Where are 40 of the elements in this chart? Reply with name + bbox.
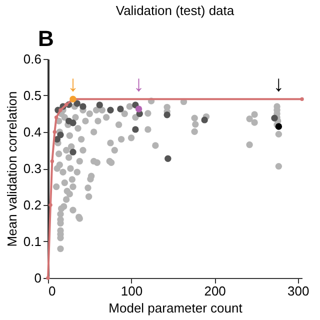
annotation: ↓ xyxy=(133,71,144,96)
text: B xyxy=(38,26,54,51)
annotation: ↓ xyxy=(273,71,284,96)
y-tick-label: 0.1 xyxy=(23,234,42,249)
point xyxy=(57,132,64,138)
point xyxy=(201,116,208,124)
y-tick-label: 0.5 xyxy=(23,88,42,103)
point xyxy=(135,106,142,112)
y-tick-label: 0.3 xyxy=(23,161,42,176)
x-tick-label: 100 xyxy=(120,284,143,298)
y-tick-label: 0.4 xyxy=(23,124,42,140)
point xyxy=(107,106,114,114)
y-axis-title: Mean validation correlation xyxy=(4,91,20,247)
x-tick-label: 200 xyxy=(204,284,226,298)
annotation: ↓ xyxy=(67,71,78,96)
point xyxy=(117,106,124,112)
point xyxy=(50,159,54,164)
point xyxy=(65,118,72,124)
point xyxy=(164,155,172,162)
point xyxy=(300,97,304,102)
point xyxy=(54,116,58,120)
y-tick-label: 0.2 xyxy=(23,198,42,212)
point xyxy=(46,276,50,280)
point xyxy=(271,114,278,122)
point xyxy=(52,130,57,134)
point xyxy=(80,103,86,110)
y-tick-label: 0.6 xyxy=(23,52,42,66)
point xyxy=(74,100,80,107)
chart-title: Validation (test) data xyxy=(116,3,235,18)
point xyxy=(96,102,103,108)
y-tick-label: 0 xyxy=(34,270,42,286)
x-tick-label: 0 xyxy=(48,284,56,298)
x-axis-title: Model parameter count xyxy=(108,300,243,316)
point xyxy=(48,203,52,207)
point xyxy=(70,148,76,156)
point xyxy=(132,126,139,133)
point xyxy=(164,112,170,118)
point xyxy=(58,108,62,112)
x-tick-label: 300 xyxy=(287,284,310,298)
point xyxy=(64,102,68,106)
